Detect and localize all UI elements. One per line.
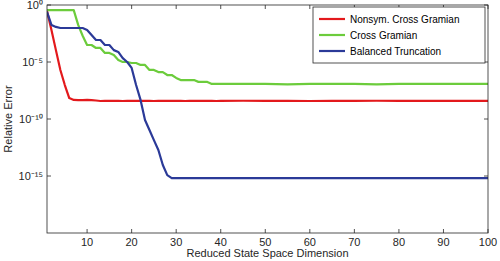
x-tick xyxy=(131,5,132,9)
x-tick-label: 10 xyxy=(81,236,93,248)
y-tick-label: 10⁻⁵ xyxy=(22,56,43,68)
x-tick xyxy=(443,229,444,233)
y-tick xyxy=(47,176,51,177)
x-tick xyxy=(131,229,132,233)
x-tick xyxy=(176,5,177,9)
x-tick-label: 100 xyxy=(479,236,497,248)
legend-swatch xyxy=(319,34,345,36)
x-tick xyxy=(309,229,310,233)
plot-frame xyxy=(47,5,488,233)
x-tick xyxy=(220,5,221,9)
x-tick xyxy=(87,229,88,233)
y-tick-label: 10⁰ xyxy=(27,0,43,11)
x-tick xyxy=(265,229,266,233)
x-tick xyxy=(309,5,310,9)
x-axis-label: Reduced State Space Dimension xyxy=(186,247,348,259)
x-tick xyxy=(265,5,266,9)
y-tick xyxy=(484,5,488,6)
x-tick xyxy=(87,5,88,9)
y-axis-label: Relative Error xyxy=(2,85,14,153)
legend-box xyxy=(313,7,485,63)
legend: Nonsym. Cross Gramian Cross Gramian Balanc… xyxy=(313,7,485,63)
x-tick-label: 30 xyxy=(170,236,182,248)
y-tick xyxy=(47,62,51,63)
y-tick-label: 10⁻¹⁵ xyxy=(19,170,43,182)
y-tick-label: 10⁻¹⁰ xyxy=(19,113,43,125)
legend-swatch xyxy=(319,18,345,20)
chart: 10203040506070809010010⁻¹⁵10⁻¹⁰10⁻⁵10⁰Re… xyxy=(0,0,500,261)
x-tick xyxy=(398,229,399,233)
x-tick-label: 80 xyxy=(393,236,405,248)
legend-swatch xyxy=(319,50,345,52)
x-tick-label: 20 xyxy=(126,236,138,248)
x-tick xyxy=(176,229,177,233)
series-line xyxy=(47,11,488,101)
y-tick xyxy=(47,119,51,120)
x-tick xyxy=(488,5,489,9)
plot-bg xyxy=(47,5,488,233)
x-tick xyxy=(220,229,221,233)
y-tick xyxy=(484,176,488,177)
series-line xyxy=(47,10,488,84)
y-tick xyxy=(484,119,488,120)
legend-label: Nonsym. Cross Gramian xyxy=(350,14,459,25)
x-tick xyxy=(488,229,489,233)
legend-label: Balanced Truncation xyxy=(350,46,441,57)
y-tick xyxy=(47,5,51,6)
x-tick-label: 70 xyxy=(348,236,360,248)
legend-label: Cross Gramian xyxy=(350,30,417,41)
x-tick xyxy=(354,229,355,233)
x-tick-label: 90 xyxy=(437,236,449,248)
